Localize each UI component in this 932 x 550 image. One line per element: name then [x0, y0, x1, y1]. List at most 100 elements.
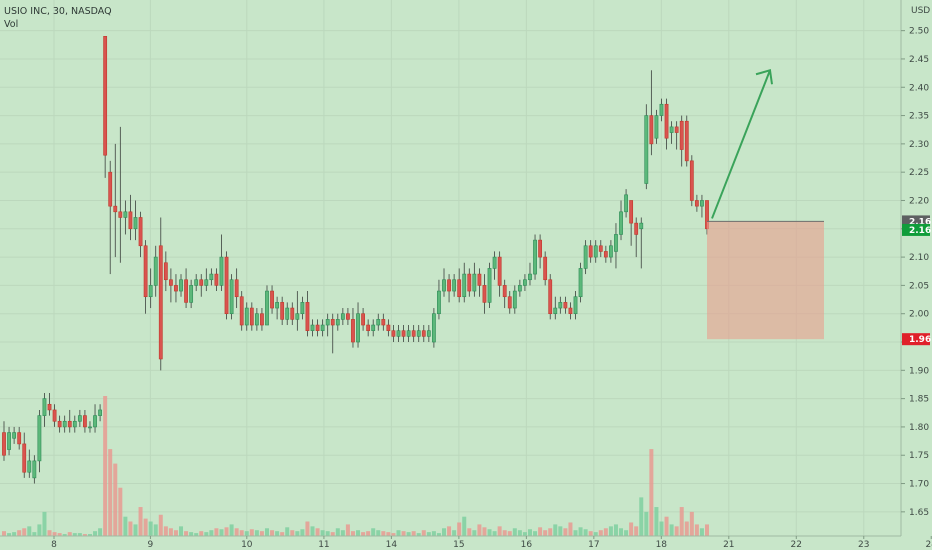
volume-bar-up [583, 529, 588, 536]
candle-body-up [624, 194, 628, 213]
time-axis[interactable]: 8 9 10 11 14 15 16 17 18 21 22 23 24 [0, 535, 932, 550]
candle [17, 426, 22, 450]
candle [113, 143, 118, 258]
time-tick-label: 10 [241, 540, 253, 550]
candle-body-up [376, 319, 381, 326]
candle [204, 268, 209, 292]
candle-body-up [573, 296, 578, 315]
candle-body-up [472, 273, 477, 292]
candle-body-up [12, 432, 17, 439]
volume-bar-down [507, 531, 512, 536]
candle [487, 262, 492, 309]
candle [133, 200, 138, 241]
candle [265, 285, 269, 326]
candle [72, 415, 77, 433]
candle [426, 325, 431, 343]
candle [138, 211, 143, 258]
volume-bar-down [447, 526, 452, 536]
volume-bar-down [401, 531, 406, 536]
candle-body-down [346, 313, 350, 320]
candle-body-up [98, 409, 102, 416]
candle-body-up [77, 415, 82, 422]
volume-bar-down [684, 521, 689, 536]
candle [664, 98, 669, 150]
candle-body-up [583, 245, 588, 269]
volume-bar-up [553, 524, 558, 536]
candle [679, 115, 684, 167]
candle [32, 455, 37, 484]
price-tick-label: 2.25 [909, 168, 929, 178]
candle-body-up [42, 398, 47, 416]
candle-body-up [639, 222, 644, 230]
candle-body-down [224, 256, 229, 315]
candle-body-down [674, 126, 679, 133]
candle-body-up [27, 460, 32, 473]
candle [644, 104, 649, 190]
volume-bar-down [57, 533, 62, 536]
candle-body-down [22, 443, 27, 473]
candle-body-up [517, 285, 522, 292]
candle [118, 126, 123, 263]
stop-loss-zone[interactable] [707, 221, 824, 340]
volume-label: Vol [4, 19, 18, 30]
candle-body-down [502, 285, 507, 298]
candle-body-down [497, 256, 502, 286]
candle [533, 234, 537, 280]
candle [22, 432, 27, 478]
price-tag-label: 2.16 [909, 226, 931, 236]
volume-bar-up [153, 524, 158, 536]
candle-body-down [482, 285, 487, 303]
volume-bar-up [300, 529, 305, 536]
candle [366, 319, 371, 337]
time-tick-label: 16 [521, 540, 533, 550]
candle-body-down [199, 279, 204, 286]
candle-body-up [300, 302, 305, 315]
candle-body-up [219, 256, 224, 286]
candle [98, 404, 102, 422]
candle [128, 194, 133, 241]
candle-body-up [356, 313, 360, 343]
candle [275, 296, 280, 320]
volume-bar-down [47, 530, 52, 536]
candle-body-up [37, 415, 42, 462]
candle-body-down [568, 307, 573, 315]
volume-bar-up [452, 530, 457, 536]
volume-bar-down [457, 522, 462, 536]
candle [624, 189, 628, 218]
candle-body-up [189, 285, 194, 303]
volume-bar-up [98, 528, 103, 536]
candle-body-up [654, 115, 659, 139]
volume-bar-up [37, 524, 42, 536]
volume-bar-down [563, 528, 568, 536]
candle-body-up [553, 307, 558, 315]
volume-bar-up [123, 516, 128, 536]
volume-bar-down [391, 533, 396, 536]
volume-bar-down [543, 530, 548, 536]
volume-bar-up [229, 524, 234, 536]
candle-body-up [406, 330, 411, 337]
candle [634, 217, 639, 258]
volume-bars [2, 396, 709, 536]
volume-bar-up [12, 532, 17, 536]
price-tick-label: 2.40 [909, 83, 929, 93]
candle-body-up [194, 279, 199, 286]
candle-body-down [507, 296, 512, 309]
volume-bar-up [442, 528, 447, 536]
volume-bar-up [431, 531, 436, 536]
time-tick-label: 11 [318, 540, 329, 550]
candle [93, 404, 97, 433]
price-tick-label: 2.00 [909, 310, 929, 320]
candle-body-down [386, 324, 391, 331]
price-tick-label: 2.35 [909, 112, 929, 122]
candle-body-up [644, 115, 649, 184]
target-arrow-line[interactable] [711, 69, 771, 219]
volume-bar-up [320, 530, 325, 536]
price-tag-label: 2.16 [909, 217, 931, 227]
volume-bar-up [487, 529, 492, 536]
candle [27, 449, 32, 478]
chart-title: USIO INC, 30, NASDAQ [4, 6, 112, 17]
price-tick-label: 2.05 [909, 281, 929, 291]
price-axis[interactable]: USD 2.502.452.402.352.302.252.202.152.10… [900, 0, 932, 536]
candle-body-down [351, 319, 355, 343]
